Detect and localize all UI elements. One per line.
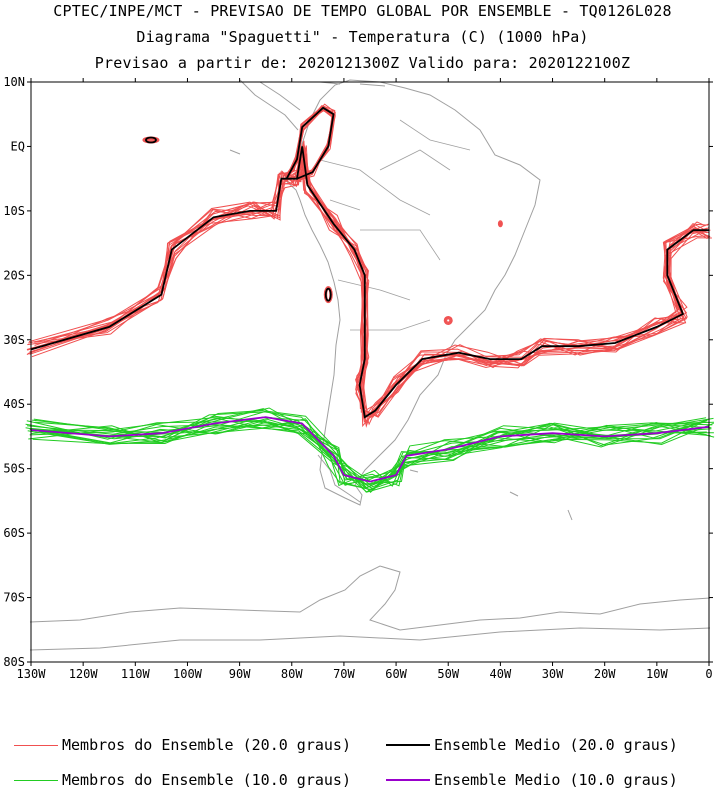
- antarctica-coast: [29, 565, 711, 631]
- member-20-closed-contour: [498, 221, 503, 227]
- lon-label: 60W: [385, 667, 407, 681]
- member-20-closed-contour: [326, 288, 331, 301]
- member-10-line: [32, 415, 713, 485]
- member-20-closed-contour: [445, 317, 452, 324]
- member-20-line: [30, 146, 709, 423]
- title-line-1: CPTEC/INPE/MCT - PREVISAO DE TEMPO GLOBA…: [53, 2, 672, 20]
- lat-label: 20S: [3, 268, 25, 282]
- lon-label: 110W: [121, 667, 151, 681]
- legend-swatch-green: [14, 779, 58, 781]
- member-20-andes-line: [287, 109, 335, 182]
- member-10-line: [34, 421, 715, 487]
- member-20-closed-contour: [446, 318, 451, 323]
- member-20-line: [27, 150, 711, 428]
- lon-label: 30W: [542, 667, 564, 681]
- member-10-line: [34, 422, 712, 485]
- lon-label: 130W: [17, 667, 47, 681]
- central-america-coast: [239, 79, 301, 131]
- title-line-3: Previsao a partir de: 2020121300Z Valido…: [94, 54, 631, 72]
- legend-swatch-purple: [386, 779, 430, 781]
- legend-item-mean-10: Ensemble Medio (10.0 graus): [386, 771, 678, 789]
- lon-label: 0: [705, 667, 712, 681]
- ensemble-means: [30, 106, 710, 483]
- member-20-line: [33, 139, 706, 411]
- legend-swatch-black: [386, 744, 430, 746]
- caribbean-islands: [319, 81, 386, 87]
- frame-border: [30, 81, 710, 663]
- tierra-del-fuego: [317, 454, 419, 503]
- country-borders: [319, 119, 471, 331]
- member-20-line: [27, 153, 711, 424]
- ensemble-members-20: [26, 103, 712, 428]
- member-20-line: [26, 147, 706, 416]
- member-20-closed-contour: [323, 286, 333, 304]
- lon-label: 80W: [281, 667, 303, 681]
- member-20-closed-contour: [443, 315, 453, 325]
- lat-label: 30S: [3, 333, 25, 347]
- member-20-line: [27, 148, 710, 417]
- lat-label: 40S: [3, 397, 25, 411]
- legend-swatch-red: [14, 744, 58, 746]
- lon-label: 40W: [490, 667, 512, 681]
- member-20-closed-contour: [497, 220, 503, 228]
- ensemble-mean-20-contour: [324, 287, 332, 302]
- ensemble-mean-20-andes-line: [285, 106, 335, 180]
- legend-label: Membros do Ensemble (20.0 graus): [62, 736, 351, 754]
- legend-item-members-20: Membros do Ensemble (20.0 graus): [14, 736, 351, 754]
- lat-label: 10N: [3, 75, 25, 89]
- member-20-closed-contour: [444, 316, 452, 325]
- member-10-line: [32, 411, 714, 488]
- antarctica-coast-2: [29, 627, 711, 651]
- lon-label: 20W: [594, 667, 616, 681]
- lat-label: EQ: [11, 139, 25, 153]
- small-islands: [229, 149, 573, 521]
- ensemble-mean-20-contour: [145, 136, 157, 144]
- south-america-coast: [284, 79, 541, 506]
- member-20-closed-contour: [144, 138, 158, 142]
- lon-label: 120W: [69, 667, 99, 681]
- lon-label: 70W: [333, 667, 355, 681]
- ensemble-mean-20-line: [30, 146, 709, 419]
- member-20-line: [32, 145, 708, 425]
- title-line-2: Diagrama "Spaguetti" - Temperatura (C) (…: [136, 28, 589, 46]
- coastlines: [29, 79, 711, 651]
- ensemble-mean-10-line: [30, 416, 710, 483]
- lat-label: 60S: [3, 526, 25, 540]
- lat-label: 80S: [3, 655, 25, 669]
- legend-label: Ensemble Medio (20.0 graus): [434, 736, 678, 754]
- lon-label: 10W: [646, 667, 668, 681]
- lat-label: 50S: [3, 462, 25, 476]
- lon-label: 90W: [229, 667, 251, 681]
- member-10-line: [31, 409, 708, 486]
- member-20-closed-contour: [499, 222, 502, 225]
- lon-label: 100W: [173, 667, 203, 681]
- member-20-line: [34, 151, 712, 428]
- legend-label: Ensemble Medio (10.0 graus): [434, 771, 678, 789]
- member-10-line: [29, 419, 708, 493]
- lat-label: 70S: [3, 591, 25, 605]
- lat-label: 10S: [3, 204, 25, 218]
- ensemble-members-10: [25, 407, 715, 494]
- lon-label: 50W: [437, 667, 459, 681]
- legend-item-members-10: Membros do Ensemble (10.0 graus): [14, 771, 351, 789]
- legend-label: Membros do Ensemble (10.0 graus): [62, 771, 351, 789]
- member-20-line: [29, 149, 710, 417]
- member-20-line: [27, 140, 710, 416]
- legend-item-mean-20: Ensemble Medio (20.0 graus): [386, 736, 678, 754]
- member-20-closed-contour: [144, 138, 158, 142]
